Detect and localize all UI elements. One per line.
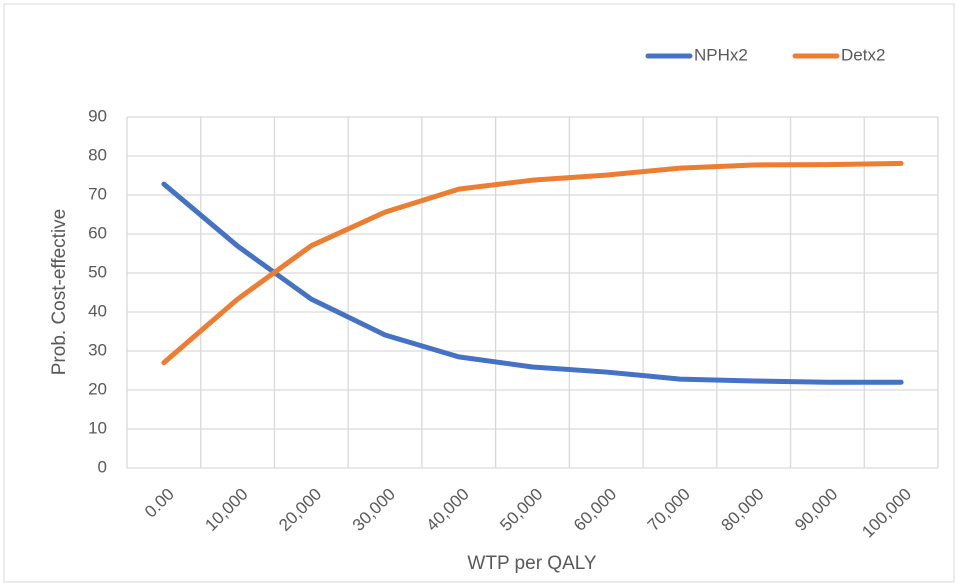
y-tick-label: 0 <box>98 457 107 476</box>
chart-frame <box>3 3 955 583</box>
legend-label: Detx2 <box>841 45 885 64</box>
y-axis-title: Prob. Cost-effective <box>49 209 70 376</box>
y-tick-label: 60 <box>88 223 107 242</box>
line-series <box>161 181 904 385</box>
legend-label: NPHx2 <box>694 45 748 64</box>
y-tick-label: 20 <box>88 379 107 398</box>
y-tick-label: 90 <box>88 106 107 125</box>
y-tick-label: 80 <box>88 145 107 164</box>
y-tick-label: 50 <box>88 262 107 281</box>
x-axis-title: WTP per QALY <box>467 553 596 574</box>
y-tick-label: 10 <box>88 418 107 437</box>
y-tick-label: 70 <box>88 184 107 203</box>
y-tick-label: 40 <box>88 301 107 320</box>
line-series <box>161 160 904 366</box>
y-tick-label: 30 <box>88 340 107 359</box>
